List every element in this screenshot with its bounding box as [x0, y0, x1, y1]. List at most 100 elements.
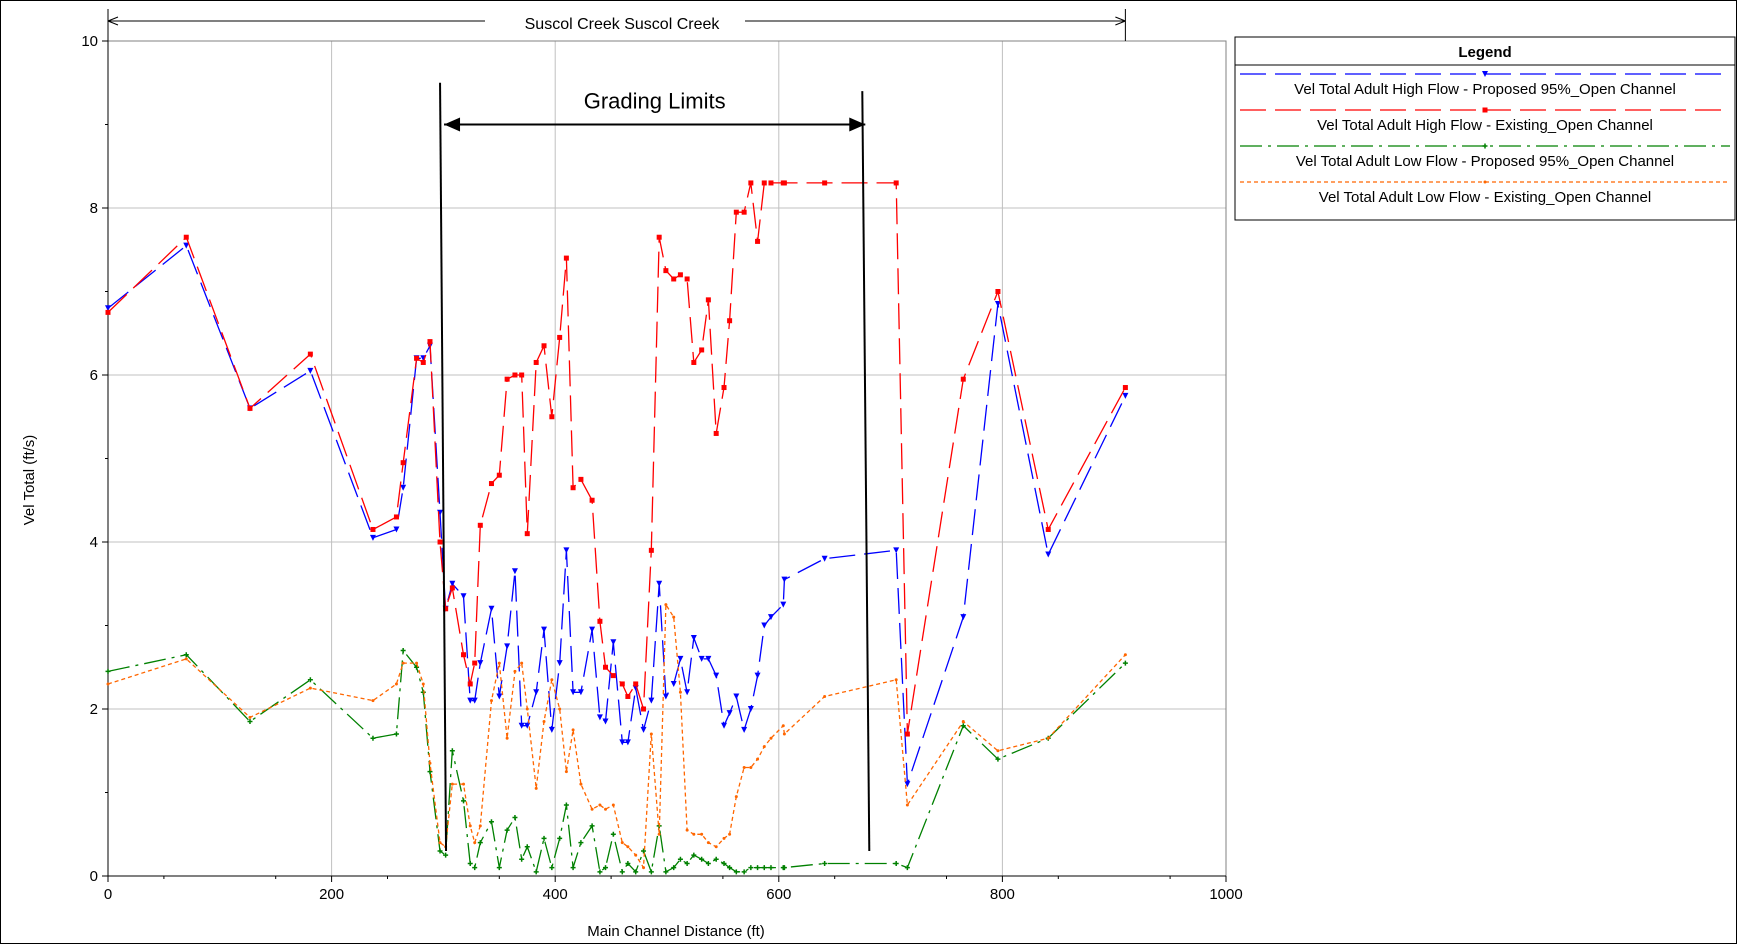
data-point — [670, 680, 677, 687]
data-point — [625, 693, 631, 699]
data-point — [705, 297, 711, 303]
data-point — [556, 660, 563, 667]
legend-swatch-marker — [1482, 71, 1488, 77]
x-tick-label: 400 — [543, 886, 568, 903]
data-point — [904, 731, 910, 737]
legend-swatch-marker — [1483, 180, 1487, 184]
data-point — [648, 697, 655, 704]
data-point — [589, 626, 596, 633]
data-point — [548, 726, 555, 733]
data-point — [577, 689, 584, 696]
data-point — [449, 585, 455, 591]
data-point — [781, 576, 788, 583]
data-point — [960, 614, 967, 621]
data-point — [995, 756, 1001, 762]
data-point — [625, 860, 631, 866]
legend-box — [1234, 36, 1736, 221]
data-point — [393, 526, 400, 533]
data-point — [640, 726, 647, 733]
data-point — [692, 832, 696, 836]
data-point — [748, 865, 754, 871]
data-point — [663, 869, 669, 875]
data-point — [705, 860, 711, 866]
legend-entry-0: Vel Total Adult High Flow - Proposed 95%… — [1240, 71, 1730, 98]
data-point — [1122, 660, 1128, 666]
data-point — [754, 672, 761, 679]
data-point — [741, 726, 748, 733]
data-point — [721, 860, 727, 866]
data-point — [518, 722, 525, 729]
data-point — [756, 757, 760, 761]
data-point — [105, 305, 111, 312]
y-tick-label: 6 — [90, 367, 98, 384]
data-point — [677, 272, 683, 278]
data-point — [247, 719, 253, 725]
data-point — [438, 841, 442, 845]
grading-limits-arrowhead-left — [444, 117, 461, 132]
data-point — [768, 180, 774, 186]
series-line — [107, 602, 1126, 870]
data-point — [641, 706, 647, 712]
data-point — [994, 301, 1001, 308]
data-point — [184, 657, 188, 661]
data-point — [706, 841, 710, 845]
data-point — [248, 715, 252, 719]
title-layer: Suscol Creek Suscol Creek — [107, 9, 1126, 41]
data-point — [519, 372, 525, 378]
data-point — [504, 376, 510, 382]
y-tick-label: 0 — [90, 868, 98, 885]
grading-limit-start-line — [439, 82, 448, 851]
legend-label: Vel Total Adult Low Flow - Existing_Open… — [1319, 189, 1651, 206]
series-0 — [105, 242, 1129, 788]
data-point — [394, 682, 398, 686]
data-point — [603, 664, 609, 670]
data-point — [610, 831, 616, 837]
data-point — [748, 180, 754, 186]
data-point — [961, 720, 965, 724]
data-point — [761, 180, 767, 186]
data-point — [519, 856, 525, 862]
data-point — [183, 234, 189, 240]
data-point — [648, 869, 654, 875]
data-point — [678, 690, 682, 694]
data-point — [105, 668, 111, 674]
data-point — [524, 531, 530, 537]
data-point — [473, 841, 477, 845]
data-point — [393, 731, 399, 737]
data-point — [656, 234, 662, 240]
axis-layer: 0 200 400 600 800 1000 0 2 4 6 8 10 — [81, 33, 1242, 903]
data-point — [183, 242, 190, 249]
data-point — [691, 852, 697, 858]
data-point — [663, 268, 669, 274]
data-point — [533, 689, 540, 696]
data-point — [662, 693, 669, 700]
data-point — [449, 580, 456, 587]
data-point — [488, 605, 495, 612]
data-point — [762, 745, 766, 749]
data-point — [749, 765, 753, 769]
data-point — [1123, 653, 1127, 657]
data-point — [106, 682, 110, 686]
data-point — [307, 367, 314, 374]
data-point — [822, 180, 828, 186]
data-point — [524, 722, 531, 729]
data-point — [633, 681, 639, 687]
y-tick-label: 10 — [81, 33, 98, 50]
data-point — [733, 869, 739, 875]
data-point — [437, 848, 443, 854]
data-point — [684, 860, 690, 866]
data-point — [563, 547, 570, 554]
reach-extent-arrow-right — [1115, 16, 1126, 26]
data-point — [822, 860, 828, 866]
data-point — [520, 661, 524, 665]
data-point — [699, 347, 705, 353]
data-point — [904, 865, 910, 871]
data-point — [677, 655, 684, 662]
data-point — [691, 359, 697, 365]
data-point — [684, 276, 690, 282]
series-1 — [105, 180, 1128, 737]
data-point — [780, 601, 787, 608]
data-point — [557, 835, 563, 841]
data-point — [570, 689, 577, 696]
data-point — [437, 509, 444, 516]
